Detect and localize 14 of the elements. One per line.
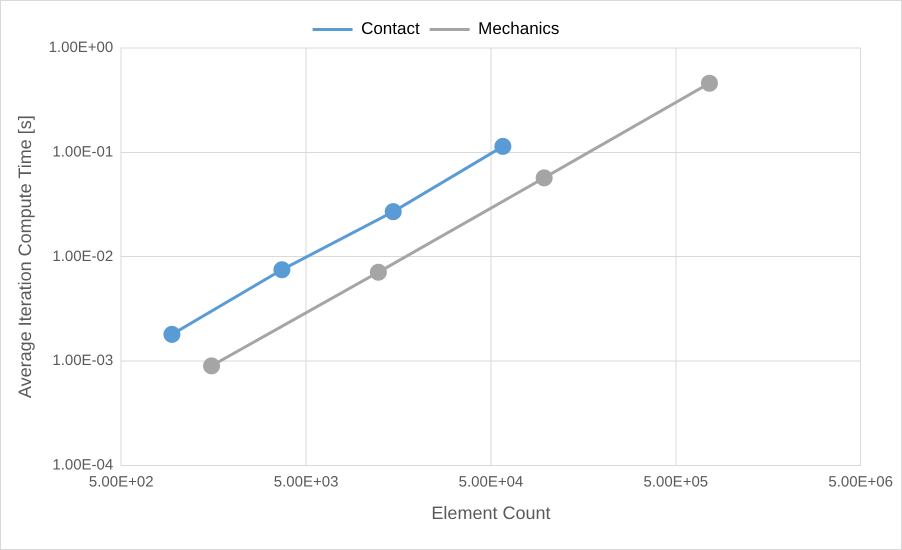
y-tick-label: 1.00E-01 <box>52 143 114 160</box>
y-tick-label: 1.00E-04 <box>52 456 114 474</box>
y-tick-label: 1.00E-02 <box>52 248 114 265</box>
x-tick-label: 5.00E+03 <box>274 474 338 491</box>
x-tick-label: 5.00E+04 <box>458 474 524 491</box>
y-axis-title: Average Iteration Compute Time [s] <box>14 115 35 398</box>
x-tick-label: 5.00E+06 <box>828 474 894 491</box>
y-tick-label: 1.00E+00 <box>48 39 114 56</box>
legend-label: Mechanics <box>478 19 560 38</box>
y-tick-label: 1.00E-03 <box>52 352 114 370</box>
x-tick-label: 5.00E+05 <box>643 474 708 491</box>
x-axis-title: Element Count <box>431 503 550 524</box>
x-tick-label: 5.00E+02 <box>88 474 154 491</box>
legend-label: Contact <box>361 19 420 38</box>
